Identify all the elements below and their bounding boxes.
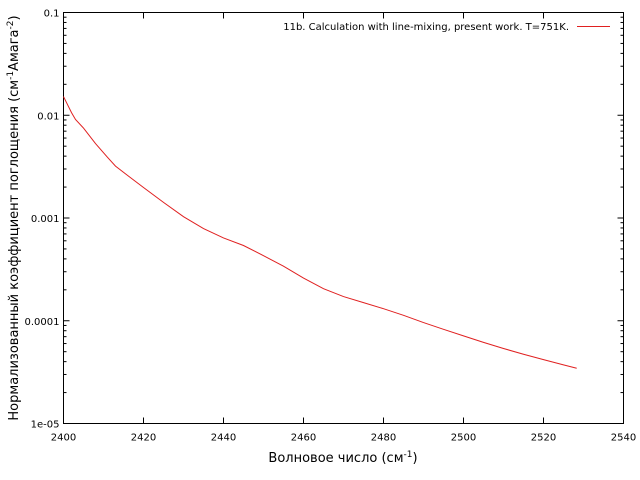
y-axis-ticks: 1e-05 0.0001 0.001 0.01 0.1: [25, 9, 624, 431]
x-tick-label: 2420: [131, 433, 156, 444]
y-tick-label: 0.1: [44, 9, 60, 20]
plot-frame: [63, 12, 624, 424]
x-tick-label: 2540: [611, 433, 636, 444]
y-tick-label: 0.01: [37, 111, 59, 122]
y-axis-label: Нормализованный коэффициент поглощения (…: [6, 15, 22, 420]
legend: 11b. Calculation with line-mixing, prese…: [283, 22, 610, 33]
x-tick-label: 2460: [291, 433, 316, 444]
y-tick-label: 0.0001: [25, 317, 60, 328]
x-tick-label: 2480: [371, 433, 396, 444]
x-axis-ticks: 2400 2420 2440 2460 2480 2500 2520 2540: [51, 12, 636, 444]
series-line: [63, 96, 577, 369]
x-tick-label: 2400: [51, 433, 76, 444]
legend-entry-label: 11b. Calculation with line-mixing, prese…: [283, 22, 569, 33]
x-tick-label: 2500: [451, 433, 476, 444]
series-layer: [63, 96, 577, 369]
y-tick-label: 0.001: [31, 214, 60, 225]
x-tick-label: 2440: [211, 433, 236, 444]
x-tick-label: 2520: [531, 433, 556, 444]
y-tick-label: 1e-05: [31, 420, 60, 431]
x-axis-label: Волновое число (см-1): [268, 450, 417, 466]
